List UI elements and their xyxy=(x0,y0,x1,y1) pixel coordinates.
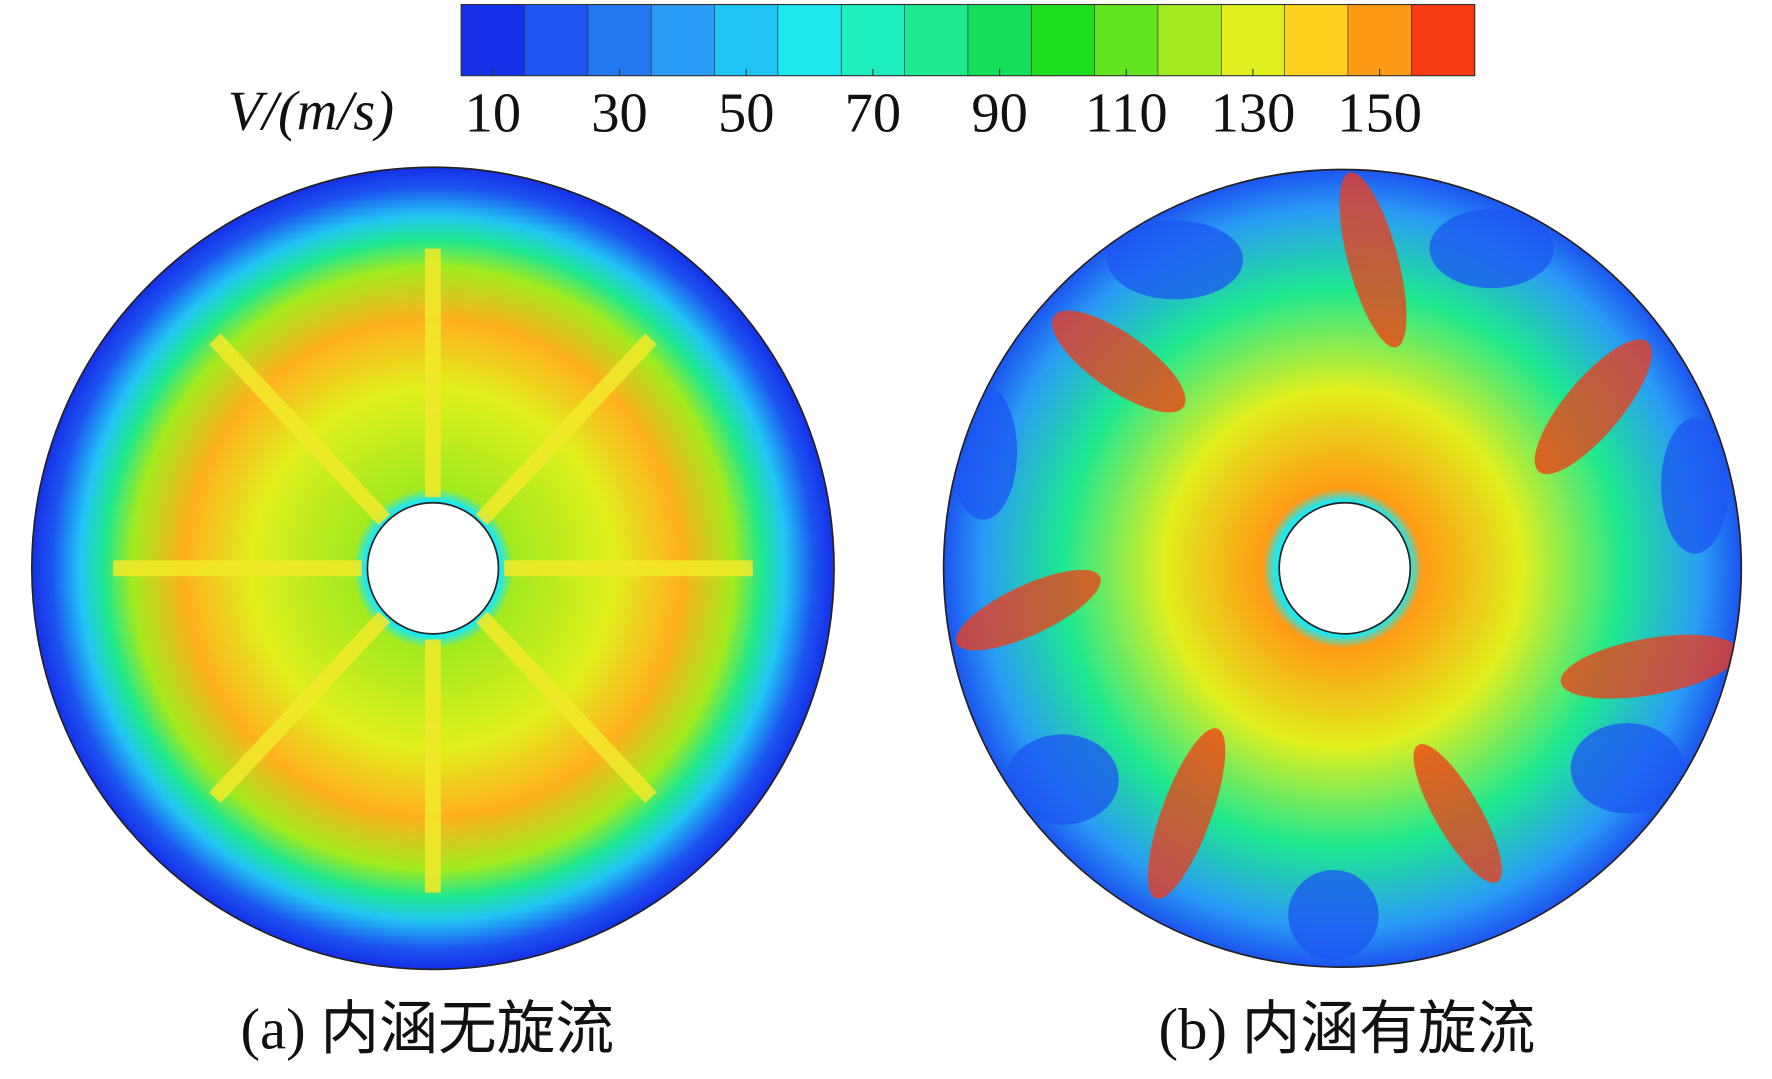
colorbar-band xyxy=(1094,4,1159,76)
colorbar-band xyxy=(1157,4,1222,76)
tick-label: 70 xyxy=(845,83,901,145)
tick-label: 110 xyxy=(1085,83,1168,145)
caption: (a) 内涵无旋流 xyxy=(240,996,614,1061)
colorbar-band xyxy=(587,4,652,76)
colorbar-band xyxy=(1031,4,1096,76)
colorbar-band xyxy=(1411,4,1476,76)
colorbar-band xyxy=(841,4,906,76)
panel-b: (b) 内涵有旋流 xyxy=(942,168,1743,1061)
spokes xyxy=(113,248,753,893)
colorbar-band xyxy=(1347,4,1412,76)
colorbar-band xyxy=(714,4,779,76)
colorbar-band xyxy=(777,4,842,76)
caption: (b) 内涵有旋流 xyxy=(1158,996,1535,1061)
hub xyxy=(366,501,500,635)
swirl xyxy=(949,172,1739,961)
tick-label: 90 xyxy=(971,83,1027,145)
panel-a: (a) 内涵无旋流 xyxy=(30,166,835,1061)
colorbar-band xyxy=(1221,4,1286,76)
tick-label: 10 xyxy=(465,83,521,145)
hub xyxy=(1278,501,1412,635)
tick-label: 130 xyxy=(1211,83,1296,145)
colorbar-band xyxy=(524,4,589,76)
colorbar-frame xyxy=(460,3,1476,77)
colorbar-band xyxy=(651,4,716,76)
tick-label: 150 xyxy=(1337,83,1422,145)
colorbar-band xyxy=(904,4,969,76)
colorbar: 10 30 50 70 90 110 130 150 xyxy=(460,3,1476,145)
tick-label: 30 xyxy=(591,83,647,145)
colorbar-band xyxy=(461,4,526,76)
colorbar-band xyxy=(1284,4,1349,76)
colorbar-band xyxy=(967,4,1032,76)
tick-label: 50 xyxy=(718,83,774,145)
colorbar-label: V/(m/s) xyxy=(228,80,394,142)
